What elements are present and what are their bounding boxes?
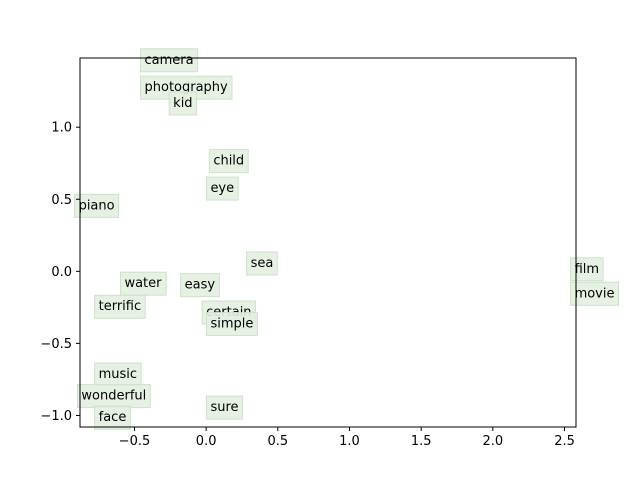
- y-tick-label: −0.5: [40, 337, 72, 352]
- label-box: [205, 176, 239, 201]
- point-label-text: photography: [145, 80, 229, 95]
- point-label-piano: piano: [74, 193, 120, 218]
- point-label-text: sea: [251, 256, 274, 271]
- label-box: [208, 149, 249, 174]
- point-label-text: water: [124, 276, 162, 291]
- x-tick-label: 0.0: [196, 434, 217, 449]
- point-label-water: water: [119, 271, 167, 296]
- point-label-text: camera: [145, 53, 194, 68]
- label-box: [168, 91, 198, 116]
- x-tick-label: 2.5: [554, 434, 575, 449]
- point-label-sure: sure: [205, 395, 244, 420]
- y-tick-label: 0.0: [51, 265, 72, 280]
- label-box: [570, 257, 604, 282]
- label-box: [94, 405, 131, 430]
- point-label-face: face: [94, 405, 131, 430]
- point-label-text: face: [99, 410, 127, 425]
- point-label-text: eye: [210, 181, 234, 196]
- point-label-sea: sea: [246, 251, 278, 276]
- x-axis: −0.5 0.0 0.5 1.0 1.5 2.0 2.5: [119, 427, 575, 449]
- label-box: [94, 294, 146, 319]
- point-label-text: kid: [173, 96, 192, 111]
- point-label-text: child: [213, 154, 244, 169]
- y-tick-label: −1.0: [40, 409, 72, 424]
- label-box: [74, 193, 120, 218]
- point-label-text: simple: [210, 317, 253, 332]
- point-label-photography: photography: [140, 75, 233, 100]
- point-label-camera: camera: [140, 48, 199, 73]
- label-box: [140, 48, 199, 73]
- point-label-wonderful: wonderful: [76, 384, 151, 409]
- point-label-kid: kid: [168, 91, 198, 116]
- point-label-text: film: [575, 262, 599, 277]
- label-box: [180, 273, 220, 298]
- label-box: [246, 251, 278, 276]
- point-label-text: wonderful: [81, 389, 146, 404]
- point-label-eye: eye: [205, 176, 239, 201]
- x-tick-label: −0.5: [119, 434, 151, 449]
- point-label-movie: movie: [570, 281, 619, 306]
- point-label-text: music: [99, 367, 137, 382]
- label-box: [205, 312, 258, 337]
- label-box: [205, 395, 244, 420]
- point-label-text: easy: [185, 278, 216, 293]
- point-label-text: movie: [575, 286, 615, 301]
- point-label-text: sure: [210, 400, 238, 415]
- y-tick-label: 1.0: [51, 121, 72, 136]
- point-label-terrific: terrific: [94, 294, 146, 319]
- plot-frame: [79, 57, 577, 428]
- x-tick-label: 2.0: [483, 434, 504, 449]
- point-label-film: film: [570, 257, 604, 282]
- point-label-text: terrific: [99, 299, 142, 314]
- point-label-music: music: [94, 362, 142, 387]
- point-label-child: child: [208, 149, 249, 174]
- point-label-easy: easy: [180, 273, 220, 298]
- x-tick-label: 1.5: [411, 434, 432, 449]
- point-label-text: piano: [79, 198, 115, 213]
- x-tick-label: 1.0: [339, 434, 360, 449]
- x-tick-label: 0.5: [267, 434, 288, 449]
- y-axis: −1.0 −0.5 0.0 0.5 1.0: [40, 121, 80, 424]
- y-tick-label: 0.5: [51, 193, 72, 208]
- point-label-simple: simple: [205, 312, 258, 337]
- label-box: [570, 281, 619, 306]
